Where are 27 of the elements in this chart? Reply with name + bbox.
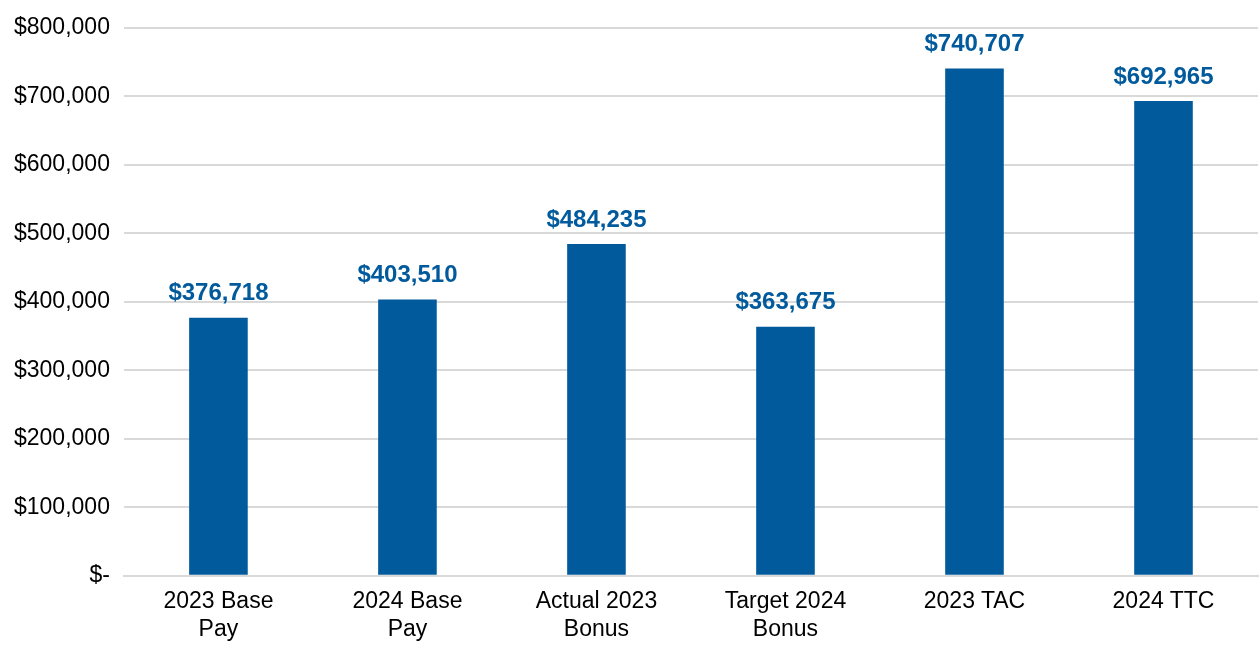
bar [378,299,437,575]
y-tick-label: $400,000 [13,287,110,314]
data-label: $403,510 [357,260,458,288]
y-tick-label: $500,000 [13,218,110,245]
y-tick-label: $- [89,561,110,588]
data-label: $740,707 [924,29,1025,57]
y-tick-label: $100,000 [13,492,110,519]
data-label: $376,718 [168,278,269,306]
x-tick-label: Target 2024 Bonus [724,586,847,641]
data-label: $692,965 [1113,61,1214,89]
y-tick-label: $300,000 [13,355,110,382]
x-tick-label: 2024 Base Pay [352,586,463,641]
data-label: $363,675 [735,287,836,315]
x-tick-label: 2023 Base Pay [163,586,274,641]
y-tick-label: $200,000 [13,424,110,451]
x-tick-label: Actual 2023 Bonus [535,586,658,641]
bar [945,68,1004,575]
bar [189,317,248,575]
x-tick-label: 2023 TAC [923,586,1026,613]
data-label: $484,235 [546,204,647,232]
bar [1134,101,1193,575]
bar [567,244,626,575]
y-tick-label: $800,000 [13,13,110,40]
bar [756,326,815,575]
y-tick-label: $700,000 [13,81,110,108]
y-tick-label: $600,000 [13,150,110,177]
x-tick-label: 2024 TTC [1112,586,1215,613]
